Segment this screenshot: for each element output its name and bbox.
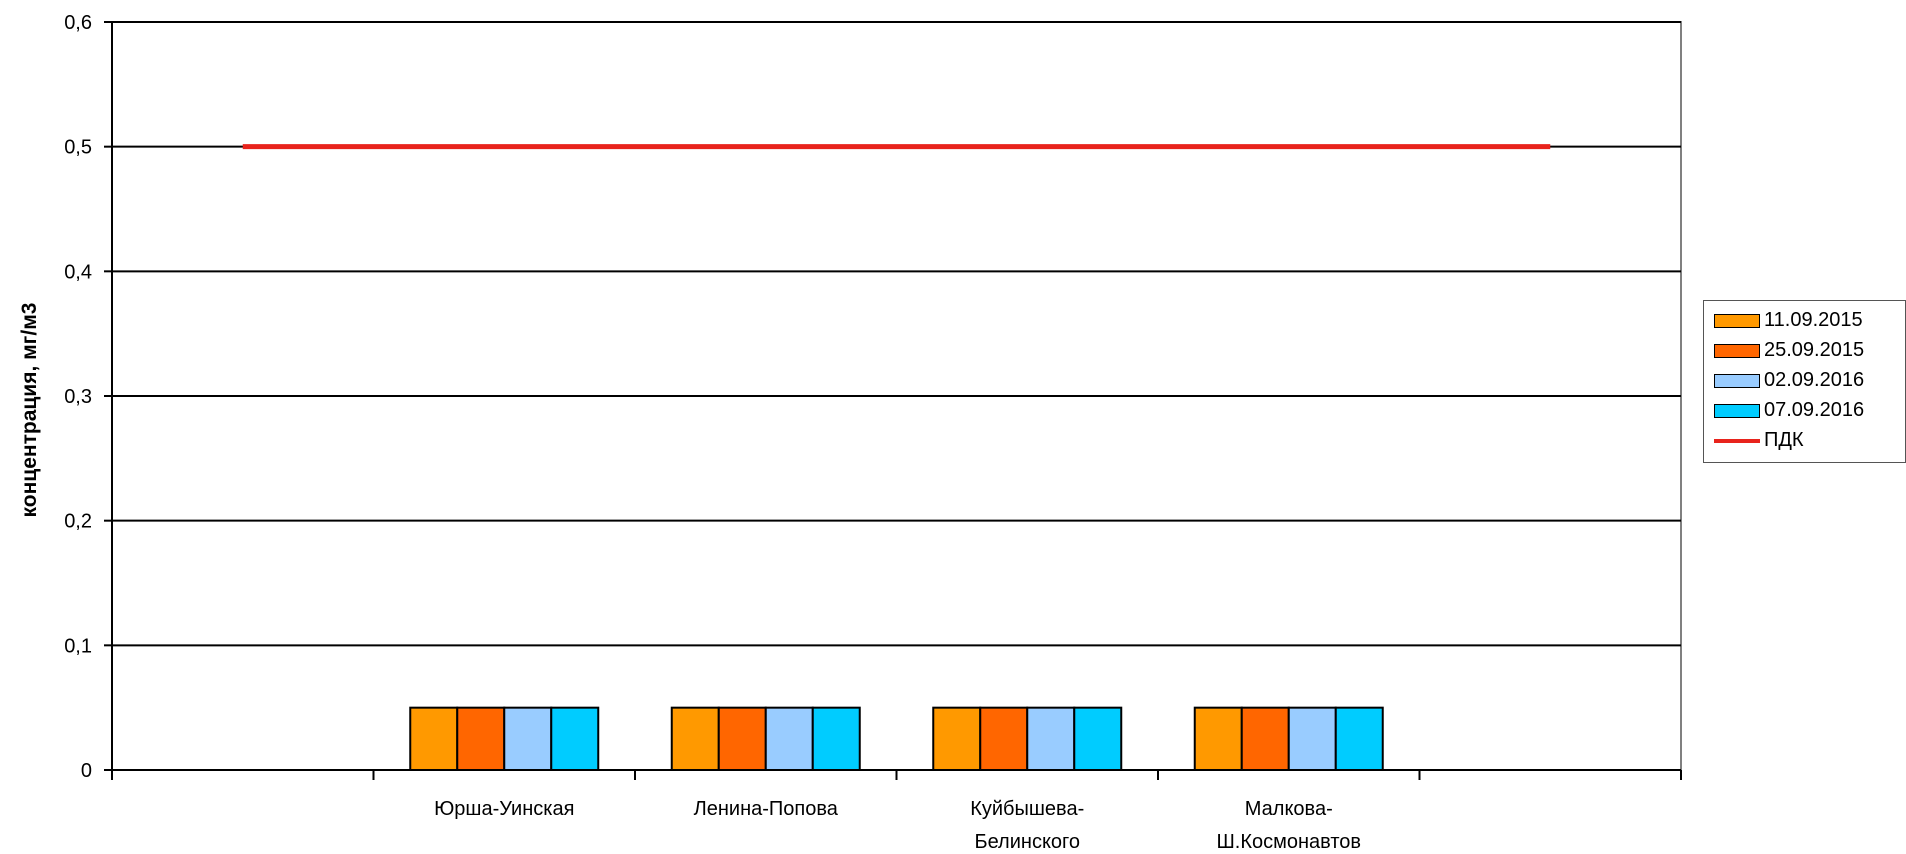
legend-label: 02.09.2016 [1764,369,1865,391]
y-axis-label: концентрация, мг/м3 [18,303,41,518]
legend-item: 25.09.2015 [1704,336,1905,366]
x-tick-label: Юрша-Уинская [434,798,574,820]
legend-item: 11.09.2015 [1704,306,1905,336]
gridlines [111,21,1682,771]
y-tick-label: 0,3 [64,386,92,408]
bar [932,706,982,772]
bar [1287,706,1337,772]
bar [1026,706,1076,772]
x-tick-label: Малкова- [1245,798,1333,820]
legend-swatch [1714,314,1760,328]
tick-labels: 0 0,1 0,2 0,3 0,4 0,5 0,6 Юрша-Уинская Ленина-По… [64,12,1361,853]
bar [1073,706,1123,772]
y-tick-label: 0,6 [64,12,92,34]
legend-label: 25.09.2015 [1764,339,1865,361]
x-tick-label: Белинского [974,831,1080,853]
legend-item: 02.09.2016 [1704,366,1905,396]
x-tick-label: Ш.Космонавтов [1216,831,1361,853]
x-tick-label: Куйбышева- [970,798,1084,820]
bar [979,706,1029,772]
bar [550,706,600,772]
bar [1334,706,1384,772]
legend-item: 07.09.2016 [1704,396,1905,426]
bar [503,706,553,772]
y-tick-label: 0,4 [64,261,92,283]
bar [456,706,506,772]
bar [811,706,861,772]
axes [104,21,1682,780]
legend-swatch [1714,404,1760,418]
legend-label: 07.09.2016 [1764,399,1865,421]
bar [1240,706,1290,772]
y-tick-label: 0,1 [64,635,92,657]
legend-swatch [1714,344,1760,358]
x-tick-label: Ленина-Попова [694,798,839,820]
y-tick-label: 0,2 [64,511,92,533]
legend-swatch [1714,374,1760,388]
legend-label: ПДК [1764,429,1804,451]
bar [764,706,814,772]
legend-line-swatch [1714,439,1760,443]
legend: 11.09.2015 25.09.2015 02.09.2016 07.09.2016… [1703,300,1906,463]
legend-label: 11.09.2015 [1764,309,1863,331]
y-tick-label: 0 [81,760,92,782]
bar [670,706,720,772]
y-tick-label: 0,5 [64,137,92,159]
bar [1193,706,1243,772]
bar [717,706,767,772]
bars [409,706,1384,772]
bar [409,706,459,772]
legend-item: ПДК [1704,426,1905,456]
